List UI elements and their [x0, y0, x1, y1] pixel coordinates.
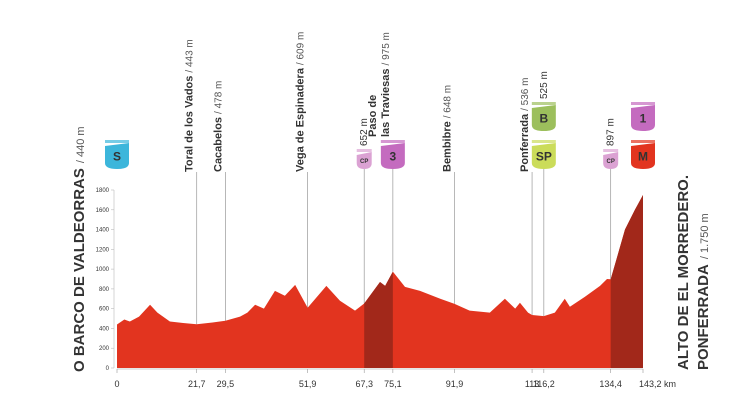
badge-text: CP: [607, 159, 615, 165]
point-label: las Traviesas / 975 m: [380, 32, 392, 137]
badge-shape: [380, 143, 405, 169]
y-tick-label: 1000: [96, 267, 110, 273]
profile-area: [117, 194, 643, 368]
y-tick-label: 800: [99, 287, 110, 293]
finish-name: ALTO DE EL MORREDERO.: [675, 175, 692, 370]
badge-tab: [531, 140, 556, 143]
badge-text: M: [638, 150, 648, 164]
x-tick-label: 116,2: [533, 379, 555, 389]
badge: CP: [356, 149, 372, 169]
start-altitude: / 440 m: [75, 126, 87, 163]
badge-text: 3: [390, 150, 397, 164]
point-name: Ponferrada: [519, 113, 531, 172]
x-tick-label: 113: [525, 379, 539, 389]
y-tick-label: 1800: [96, 188, 110, 194]
point-altitude: 652 m: [359, 118, 370, 146]
x-tick-label: 51,9: [299, 379, 317, 389]
start-name: O BARCO DE VALDEORRAS: [71, 168, 88, 372]
point-altitude: / 536 m: [520, 78, 531, 111]
badge-text: SP: [536, 150, 552, 164]
point-name: Toral de los Vados: [184, 76, 196, 172]
badge-shape: [631, 143, 655, 169]
badge: 1: [631, 102, 655, 131]
point-label: Paso de: [367, 95, 379, 137]
point-altitude: / 443 m: [185, 39, 196, 72]
y-tick-label: 600: [99, 307, 110, 313]
point-altitude: / 975 m: [381, 32, 392, 65]
x-tick-label: 134,4: [599, 379, 622, 389]
y-tick-label: 200: [99, 346, 110, 352]
badge-tab: [531, 102, 556, 105]
point-name: Paso de: [367, 95, 379, 137]
finish-place: PONFERRADA: [695, 264, 712, 370]
badge-shape: [531, 143, 556, 169]
badge-tab: [380, 140, 405, 143]
point-label: Cacabelos / 478 m: [212, 81, 224, 172]
badge-text: S: [113, 150, 121, 164]
point-name: Cacabelos: [212, 117, 224, 172]
finish-label: PONFERRADA / 1.750 m: [695, 213, 712, 370]
badge: SP: [531, 140, 556, 169]
finish-altitude: / 1.750 m: [699, 213, 711, 259]
badge-shape: [631, 105, 655, 131]
y-tick-label: 1400: [96, 228, 110, 234]
x-tick-label: 91,9: [446, 379, 464, 389]
point-altitude: / 609 m: [296, 32, 307, 65]
point-altitude: / 478 m: [213, 81, 224, 114]
badge-shape: [531, 105, 556, 131]
x-tick-label: 21,7: [188, 379, 206, 389]
point-name: las Traviesas: [380, 68, 392, 137]
badge-tab: [631, 102, 655, 105]
point-label: Bembibre / 648 m: [442, 85, 454, 172]
climb-section: [610, 194, 643, 368]
point-altitude: / 648 m: [443, 85, 454, 118]
y-tick-label: 400: [99, 326, 110, 332]
badge-tab: [603, 149, 619, 152]
badge: CP: [603, 149, 619, 169]
point-label: Toral de los Vados / 443 m: [184, 39, 196, 172]
climb-section: [364, 271, 393, 368]
badge-text: B: [539, 112, 548, 126]
badge: S: [105, 140, 129, 169]
badge: 3: [380, 140, 405, 169]
start-label: O BARCO DE VALDEORRAS / 440 m: [71, 126, 88, 372]
x-tick-label: 0: [114, 379, 119, 389]
badge-tab: [356, 149, 372, 152]
badge: B: [531, 102, 556, 131]
badge-shape: [356, 152, 372, 169]
point-altitude: 525 m: [539, 71, 550, 99]
badge-tab: [105, 140, 129, 143]
badge: M: [631, 140, 655, 169]
point-name: Bembibre: [442, 121, 454, 172]
x-tick-label: 29,5: [217, 379, 235, 389]
x-tick-label: 67,3: [355, 379, 373, 389]
x-tick-label: 143,2 km: [639, 379, 676, 389]
badge-shape: [105, 143, 129, 169]
point-label: Ponferrada / 536 m: [519, 78, 531, 172]
x-tick-label: 75,1: [384, 379, 402, 389]
badge-shape: [603, 152, 619, 169]
badge-text: 1: [640, 112, 647, 126]
y-tick-label: 1600: [96, 208, 110, 214]
point-label: Vega de Espinadera / 609 m: [295, 32, 307, 172]
badge-tab: [631, 140, 655, 143]
point-altitude: 897 m: [606, 118, 617, 146]
y-tick-label: 0: [106, 366, 110, 372]
badge-text: CP: [360, 159, 368, 165]
point-name: Vega de Espinadera: [295, 67, 307, 172]
y-tick-label: 1200: [96, 247, 110, 253]
